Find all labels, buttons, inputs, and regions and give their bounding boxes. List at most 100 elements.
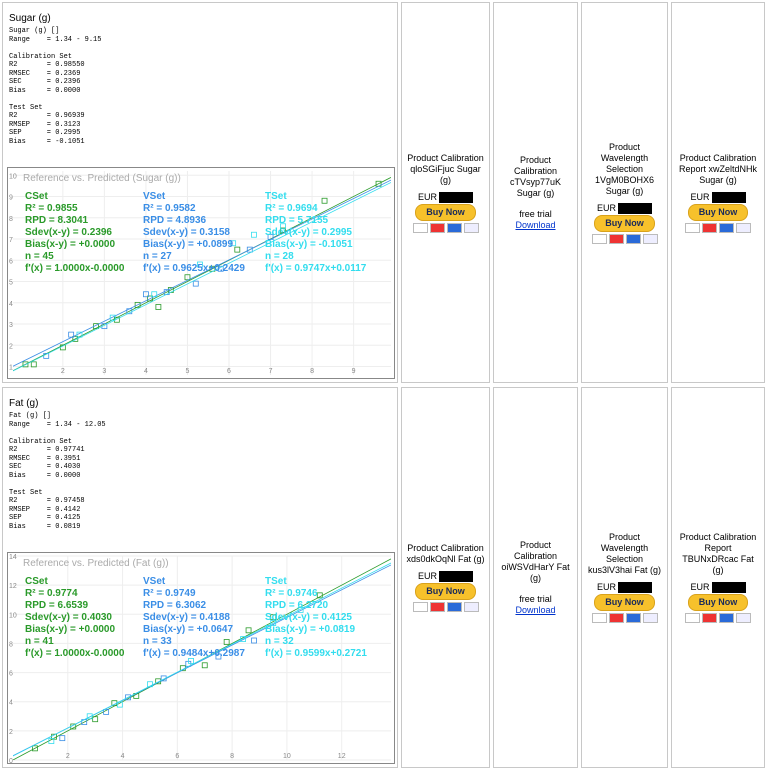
fit-line (13, 562, 391, 757)
analysis-cell: Fat (g) Fat (g) [] Range = 1.34 - 12.05 Cal… (2, 387, 398, 768)
set-stat: Sdev(x-y) = 0.4125 (265, 612, 352, 623)
y-tick-label: 7 (9, 237, 13, 244)
y-tick-label: 10 (9, 612, 17, 619)
set-name: CSet (25, 191, 48, 202)
buy-button[interactable]: Buy Now (415, 583, 476, 600)
stat-line: Range = 1.34 - 9.15 (9, 35, 102, 44)
set-stat: n = 27 (143, 251, 172, 262)
fit-line (13, 177, 391, 372)
card-icon (702, 222, 717, 233)
set-stat: Bias(x-y) = +0.0647 (143, 624, 233, 635)
y-tick-label: 4 (9, 700, 13, 707)
payment-cards (685, 222, 751, 233)
product-note: free trial (519, 208, 552, 219)
product-title: Product Wavelength Selection kus3lV3hai … (587, 532, 662, 575)
stat-line: RMSEC = 0.2369 (9, 69, 81, 78)
price-currency: EUR (690, 582, 710, 592)
data-point (188, 658, 194, 664)
data-point (192, 280, 199, 287)
product-title: Product Calibration Report TBUNxDRcac Fa… (679, 532, 757, 575)
buy-button[interactable]: Buy Now (415, 203, 476, 221)
set-name: VSet (143, 191, 166, 202)
plot-title: Reference vs. Predicted (Sugar (g)) (23, 173, 181, 184)
stat-line: Calibration Set (9, 437, 73, 446)
stat-line: RMSEC = 0.3951 (9, 454, 81, 463)
data-point (215, 653, 222, 660)
stat-line: SEC = 0.4030 (9, 463, 81, 471)
price-currency: EUR (596, 202, 616, 213)
data-point (270, 614, 277, 621)
card-icon (625, 233, 641, 244)
y-tick-label: 1 (9, 365, 13, 372)
stat-line: SEP = 0.2995 (9, 129, 81, 137)
data-point (68, 331, 75, 338)
buy-button[interactable]: Buy Now (594, 214, 655, 232)
stat-line: Bias = 0.0819 (9, 522, 81, 531)
set-stat: R² = 0.9582 (143, 203, 196, 214)
set-stat: RPD = 5.7155 (265, 215, 329, 226)
data-point (240, 636, 246, 642)
payment-cards (591, 233, 658, 244)
payment-cards (685, 613, 751, 623)
card-icon (625, 613, 641, 623)
buy-button[interactable]: Buy Now (687, 594, 749, 611)
x-tick-label: 5 (186, 368, 190, 375)
card-icon (412, 222, 428, 233)
product-cell: Product Calibration qloSGiFjuc Sugar (g)… (401, 2, 490, 383)
set-stat: R² = 0.9749 (143, 588, 196, 599)
price-currency: EUR (417, 571, 437, 581)
stat-line: Bias = -0.1051 (9, 137, 85, 146)
data-point (147, 295, 153, 302)
set-name: TSet (265, 191, 287, 202)
x-tick-label: 2 (66, 753, 70, 760)
scatter-plot: 2 4 6 8 10 12 0 2 4 6 8 10 12 14 Reference vs. Predict… (7, 552, 395, 764)
card-icon (719, 222, 734, 233)
card-icon (719, 613, 734, 623)
data-point (297, 607, 304, 613)
set-stat: Sdev(x-y) = 0.3158 (143, 227, 230, 238)
data-point (48, 738, 55, 744)
set-stat: f'(x) = 0.9747x+0.0117 (265, 263, 367, 274)
stat-line: R2 = 0.97458 (9, 497, 85, 505)
product-title: Product Calibration Report xwZeltdNHk Su… (678, 152, 758, 185)
x-tick-label: 9 (352, 368, 356, 375)
payment-cards (412, 222, 479, 233)
data-point (151, 291, 158, 298)
set-stat: R² = 0.9855 (25, 203, 78, 214)
x-tick-label: 10 (283, 753, 291, 760)
price: EUR (418, 191, 473, 203)
price-redacted (618, 582, 652, 593)
download-link[interactable]: Download (515, 604, 556, 615)
card-icon (463, 222, 479, 233)
data-point (147, 681, 153, 688)
data-point (59, 735, 66, 742)
set-stat: Bias(x-y) = +0.0819 (265, 624, 355, 635)
price-currency: EUR (596, 582, 616, 592)
buy-button[interactable]: Buy Now (594, 594, 655, 611)
product-title: Product Calibration qloSGiFjuc Sugar (g) (407, 152, 484, 185)
y-tick-label: 14 (9, 554, 17, 561)
x-tick-label: 8 (310, 368, 314, 375)
stat-line: Range = 1.34 - 12.05 (9, 420, 106, 429)
data-point (125, 694, 131, 701)
data-point (76, 331, 83, 338)
card-icon (591, 233, 607, 244)
set-stat: n = 33 (143, 636, 172, 647)
buy-button[interactable]: Buy Now (687, 203, 749, 221)
stat-line: Test Set (9, 103, 43, 112)
y-tick-label: 0 (9, 758, 13, 764)
product-title: Product Calibration xds0dkOqNl Fat (g) (406, 543, 485, 564)
download-link[interactable]: Download (515, 219, 556, 230)
y-tick-label: 2 (9, 343, 13, 350)
data-point (32, 745, 38, 752)
y-tick-label: 12 (9, 583, 17, 590)
payment-cards (412, 602, 479, 612)
stat-line: SEP = 0.4125 (9, 514, 81, 522)
card-icon (608, 613, 624, 623)
data-point (155, 304, 162, 310)
data-point (316, 592, 323, 599)
card-icon (463, 602, 479, 612)
set-stat: RPD = 8.3041 (25, 215, 89, 226)
x-tick-label: 6 (227, 368, 231, 375)
data-point (270, 620, 277, 626)
